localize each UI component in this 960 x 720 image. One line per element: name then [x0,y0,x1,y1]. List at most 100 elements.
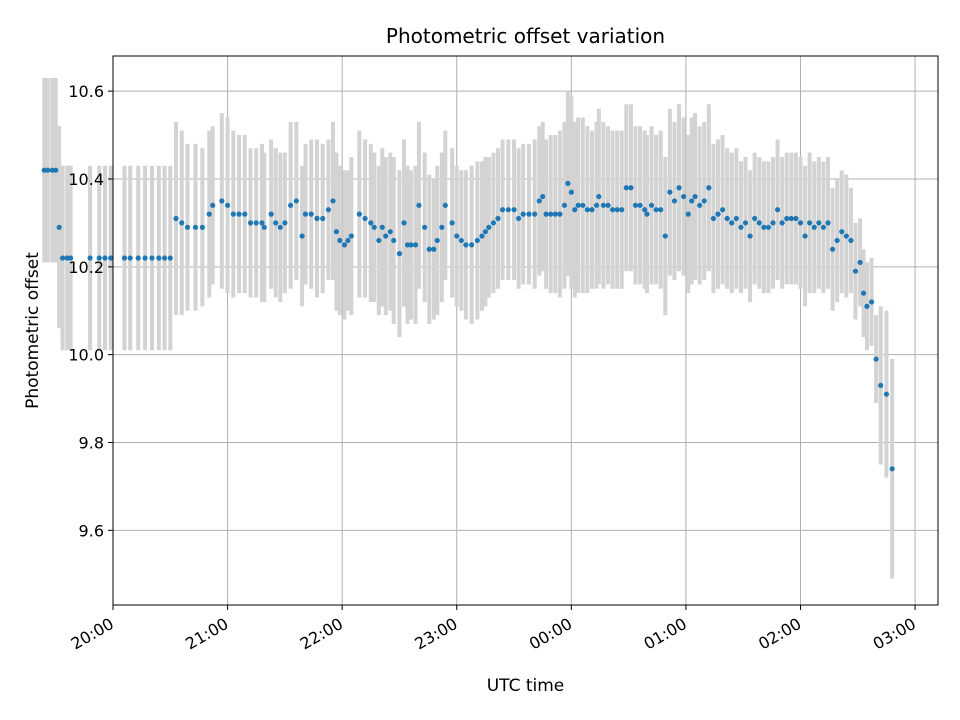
data-point [253,220,259,226]
data-point [337,237,343,244]
data-point [261,224,267,230]
data-point [102,255,108,261]
data-point [852,268,859,274]
y-tick-label: 9.8 [79,433,104,452]
data-point [167,255,173,261]
data-point [756,220,762,226]
data-point [752,215,758,222]
data-point [729,220,735,226]
data-point [45,167,51,173]
data-point [192,224,199,230]
data-point [593,202,600,208]
data-point [495,215,501,222]
data-point [242,211,248,217]
data-point [330,198,336,204]
data-point [543,211,549,217]
data-point [454,233,460,239]
data-point [774,207,781,213]
data-point [396,251,403,257]
y-tick-label: 10.2 [68,258,104,277]
data-point [596,193,602,200]
y-tick-label: 10.0 [68,346,104,365]
data-point [642,207,648,213]
data-point [387,229,393,235]
data-point [540,193,546,200]
data-point [676,185,682,191]
data-point [811,224,817,230]
data-points [41,167,895,472]
data-point [685,211,691,217]
data-point [431,246,437,252]
data-point [345,237,351,244]
data-point [788,215,794,222]
data-point [761,224,767,230]
data-point [681,193,687,200]
data-point [408,242,414,248]
data-point [379,224,385,230]
data-point [325,207,332,213]
data-point [889,466,895,472]
data-point [412,242,419,248]
data-point [864,303,870,309]
data-point [383,233,389,239]
data-point [206,211,212,217]
data-point [793,215,799,222]
data-point [499,207,506,213]
data-point [53,167,59,173]
data-point [268,211,274,217]
data-point [715,211,721,217]
y-axis-label: Photometric offset [23,252,43,409]
data-point [308,211,314,217]
data-point [632,202,639,208]
data-point [127,255,133,261]
data-point [230,211,236,217]
data-point [848,237,854,244]
data-point [878,382,884,388]
data-point [479,233,485,239]
data-point [108,255,114,261]
data-point [259,220,265,226]
data-point [422,224,428,230]
data-point [589,207,595,213]
data-point [439,224,445,230]
data-point [526,211,532,217]
data-point [469,242,475,248]
data-point [273,220,279,226]
data-point [802,233,808,239]
data-point [224,202,231,208]
data-point [584,207,590,213]
data-point [868,299,875,305]
data-point [341,242,348,248]
data-point [299,233,305,239]
data-point [219,198,225,204]
data-point [770,220,776,226]
data-point [121,255,128,261]
data-point [333,229,340,235]
data-point [247,220,254,226]
data-point [277,224,283,230]
data-point [449,220,455,226]
data-point [56,224,62,230]
data-point [561,202,568,208]
data-point [87,255,93,261]
data-point [628,185,634,191]
data-point [442,202,448,208]
data-point [609,207,616,213]
data-point [658,207,664,213]
data-point [784,215,790,222]
x-axis-label: UTC time [487,676,565,696]
data-point [829,246,836,252]
chart-title: Photometric offset variation [386,24,665,48]
data-point [520,211,526,217]
data-point [883,391,890,397]
data-point [416,202,422,208]
data-point [568,189,574,195]
data-point [376,237,382,244]
data-point [623,185,629,191]
data-point [706,185,712,191]
data-point [199,224,205,230]
data-point [667,189,673,195]
data-point [156,255,162,261]
data-point [314,215,320,222]
